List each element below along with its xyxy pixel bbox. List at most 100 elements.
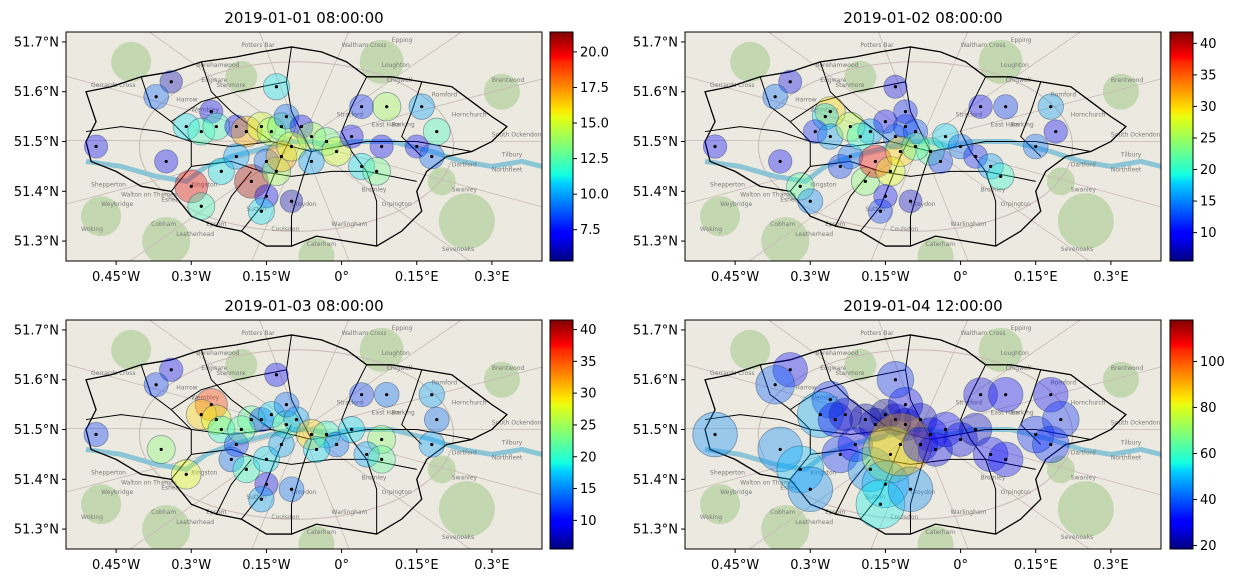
road-line xyxy=(767,32,921,142)
london-boundary xyxy=(85,46,508,247)
map-place-label: Epsom xyxy=(206,221,226,228)
station-marker xyxy=(314,447,319,452)
borough-boundary xyxy=(704,414,1091,440)
station-marker xyxy=(294,417,299,422)
woodland-patch xyxy=(298,526,335,549)
map-place-label: South Ockendon xyxy=(492,132,542,139)
station-marker xyxy=(274,85,279,89)
map-place-label: Croydon xyxy=(291,201,316,208)
map-place-label: Harrow xyxy=(176,97,198,104)
map-place-label: Edgware xyxy=(820,365,846,372)
map-place-label: Leatherhead xyxy=(176,231,214,238)
borough-boundary xyxy=(215,171,252,227)
woodland-patch xyxy=(359,39,404,84)
station-marker xyxy=(893,378,898,382)
borough-boundary xyxy=(789,369,906,411)
map-place-label: Weybridge xyxy=(101,201,133,208)
station-marker xyxy=(828,110,832,114)
map-place-label: Woking xyxy=(81,514,103,521)
road-line xyxy=(129,141,302,261)
station-marker xyxy=(184,124,188,129)
map-place-label: Loughton xyxy=(382,62,410,69)
road-line xyxy=(301,32,350,142)
map-place-label: Woking xyxy=(700,514,722,521)
station-marker xyxy=(1054,129,1058,134)
road-line xyxy=(301,78,542,142)
station-marker xyxy=(878,502,883,506)
station-marker xyxy=(853,442,857,447)
station-marker xyxy=(259,124,264,129)
map-place-label: Waltham Cross xyxy=(961,330,1006,337)
y-tick-label: 51.4°N xyxy=(14,473,59,488)
map-place-label: Sutton xyxy=(865,494,885,501)
map-place-label: Brentwood xyxy=(1111,365,1144,372)
x-tick-label: 0.45°W xyxy=(92,558,140,573)
colorbar: 10 15 20 25 30 35 40 xyxy=(1169,31,1217,262)
map-place-label: Borehamwood xyxy=(815,350,858,357)
x-tick-label: 0.3°E xyxy=(474,558,509,573)
colorbar: 20 40 60 80 100 xyxy=(1169,319,1225,554)
map-place-label: Walton on Thames xyxy=(121,191,177,198)
woodland-patch xyxy=(917,238,954,261)
map-place-label: Epping xyxy=(392,37,413,44)
station-marker xyxy=(903,403,908,407)
road-line xyxy=(878,32,921,142)
colorbar-tick-label: 25 xyxy=(580,418,597,433)
map-place-label: Wembley xyxy=(191,395,219,402)
station-marker xyxy=(868,129,872,134)
map-panel-2: 2019-01-02 08:00:00 Potters Bar Waltham C… xyxy=(633,9,1217,285)
station-marker xyxy=(883,194,888,198)
station-marker xyxy=(269,412,274,417)
colorbar-tick-label: 30 xyxy=(1200,100,1217,115)
station-marker xyxy=(898,149,903,154)
station-marker xyxy=(798,184,802,188)
woodland-patch xyxy=(1057,193,1114,250)
map-place-label: Edgware xyxy=(201,365,227,372)
borough-boundary xyxy=(191,160,417,182)
borough-boundary xyxy=(819,61,891,142)
map-place-label: Bromley xyxy=(981,186,1006,193)
map-place-label: Stratford xyxy=(956,400,983,407)
x-tick-label: 0.15°E xyxy=(395,270,439,285)
station-marker xyxy=(958,437,963,442)
station-marker xyxy=(199,204,203,208)
station-marker xyxy=(234,124,238,129)
station-marker xyxy=(713,432,717,437)
map-place-label: Dartford xyxy=(1071,161,1096,168)
map-place-label: Chigwell xyxy=(387,365,413,372)
map-place-label: Stanmore xyxy=(835,370,864,377)
x-tick-label: 0.15°E xyxy=(1014,270,1058,285)
map-place-label: Dartford xyxy=(452,161,477,168)
colorbar-tick-label: 15 xyxy=(580,482,597,497)
station-marker xyxy=(309,432,314,437)
station-marker xyxy=(908,487,913,491)
road-line xyxy=(301,429,471,549)
station-marker xyxy=(828,134,832,139)
map-place-label: Shepperton xyxy=(710,181,745,188)
london-boundary xyxy=(704,334,1127,535)
map-place-label: Hornchurch xyxy=(1071,112,1106,119)
y-tick-label: 51.4°N xyxy=(14,185,59,200)
station-marker xyxy=(214,124,218,129)
map-place-label: Romford xyxy=(432,92,458,99)
colorbar-tick-label: 25 xyxy=(1200,131,1217,146)
station-marker xyxy=(334,149,339,154)
station-marker xyxy=(974,154,978,159)
road-line xyxy=(878,320,921,430)
station-marker xyxy=(1034,144,1038,149)
map-place-label: Bromley xyxy=(362,474,387,481)
axes-frame xyxy=(684,319,1162,550)
station-marker xyxy=(868,467,872,471)
station-marker xyxy=(883,120,888,124)
map-axes: Potters Bar Waltham Cross Epping Borehamwoo… xyxy=(633,31,1162,285)
y-tick-label: 51.7°N xyxy=(633,35,678,50)
map-place-label: Dartford xyxy=(452,449,477,456)
borough-boundary xyxy=(401,369,423,445)
panel-title: 2019-01-04 12:00:00 xyxy=(843,297,1002,315)
borough-boundary xyxy=(140,364,192,480)
x-tick-label: 0° xyxy=(334,270,349,285)
borough-boundary xyxy=(341,364,378,535)
axes-frame xyxy=(65,31,543,262)
station-marker xyxy=(1004,457,1008,461)
map-place-label: Hornchurch xyxy=(452,112,487,119)
